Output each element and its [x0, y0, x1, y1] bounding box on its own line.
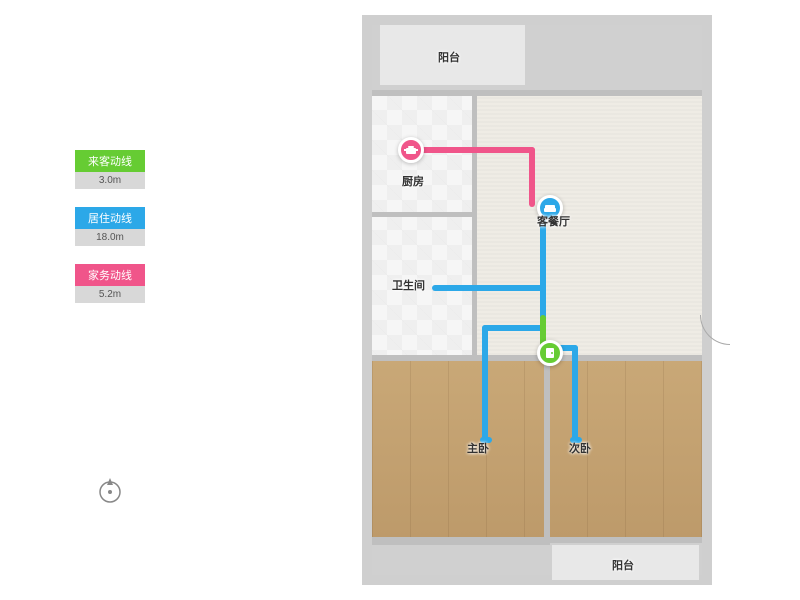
room-living [477, 95, 702, 355]
room-label-balcony-bottom: 阳台 [612, 557, 634, 573]
wall-5 [372, 537, 550, 545]
path-living-seg-6 [572, 345, 578, 443]
node-kitchen-node [398, 137, 424, 163]
room-label-bathroom: 卫生间 [392, 277, 425, 293]
legend-housework-value: 5.2m [75, 286, 145, 303]
wall-0 [472, 95, 477, 355]
legend-living-label: 居住动线 [75, 207, 145, 229]
legend-living-value: 18.0m [75, 229, 145, 246]
path-living-seg-1 [432, 285, 544, 291]
legend-housework-label: 家务动线 [75, 264, 145, 286]
compass-icon [95, 475, 125, 505]
legend-guest-value: 3.0m [75, 172, 145, 189]
room-label-master-bedroom: 主卧 [467, 440, 489, 456]
wall-1 [372, 212, 477, 217]
legend-item-living: 居住动线 18.0m [75, 207, 145, 246]
legend-guest-label: 来客动线 [75, 150, 145, 172]
path-living-seg-3 [482, 325, 488, 443]
wall-6 [547, 537, 702, 543]
room-label-second-bedroom: 次卧 [569, 440, 591, 456]
floorplan: 阳台厨房客餐厅卫生间主卧次卧阳台 [362, 15, 712, 585]
wall-3 [544, 360, 550, 540]
path-living-seg-2 [482, 325, 544, 331]
room-label-kitchen: 厨房 [402, 173, 424, 189]
room-label-living: 客餐厅 [537, 213, 570, 229]
path-housework-seg-1 [529, 147, 535, 207]
legend-item-housework: 家务动线 5.2m [75, 264, 145, 303]
legend-panel: 来客动线 3.0m 居住动线 18.0m 家务动线 5.2m [75, 150, 145, 321]
room-label-balcony-top: 阳台 [438, 49, 460, 65]
room-master-bedroom [372, 360, 544, 540]
legend-item-guest: 来客动线 3.0m [75, 150, 145, 189]
node-entry-node [537, 340, 563, 366]
door-arc-entry [700, 315, 730, 345]
wall-4 [372, 90, 702, 96]
path-housework-seg-0 [417, 147, 535, 153]
